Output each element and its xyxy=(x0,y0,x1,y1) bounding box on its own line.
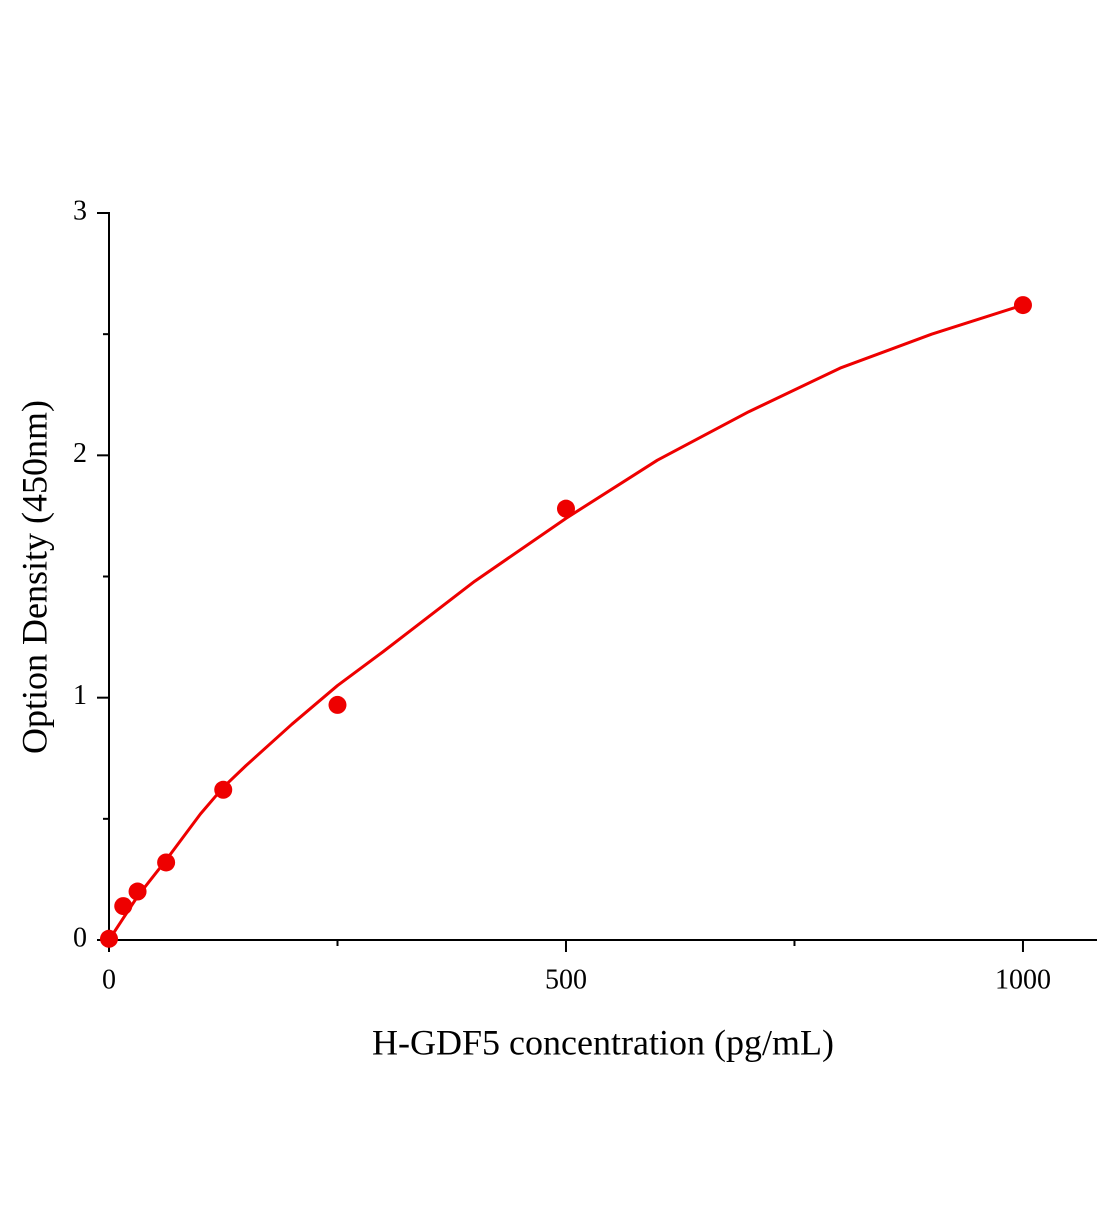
y-tick-label: 2 xyxy=(73,438,87,469)
x-tick-label: 1000 xyxy=(995,964,1051,995)
data-point xyxy=(157,853,176,872)
data-point xyxy=(114,897,133,916)
data-point xyxy=(556,499,575,518)
y-tick-label: 1 xyxy=(73,680,87,711)
data-point xyxy=(214,780,233,799)
y-tick-label: 0 xyxy=(73,922,87,953)
x-tick-label: 0 xyxy=(102,964,116,995)
data-point xyxy=(100,929,118,948)
x-axis-title: H-GDF5 concentration (pg/mL) xyxy=(372,1022,834,1062)
y-tick-label: 3 xyxy=(73,195,87,226)
data-point xyxy=(1013,296,1032,315)
data-point xyxy=(128,882,147,901)
x-tick-label: 500 xyxy=(545,964,587,995)
y-axis-title: Option Density (450nm) xyxy=(14,400,54,754)
fit-curve xyxy=(107,303,1024,941)
data-point xyxy=(328,695,347,714)
